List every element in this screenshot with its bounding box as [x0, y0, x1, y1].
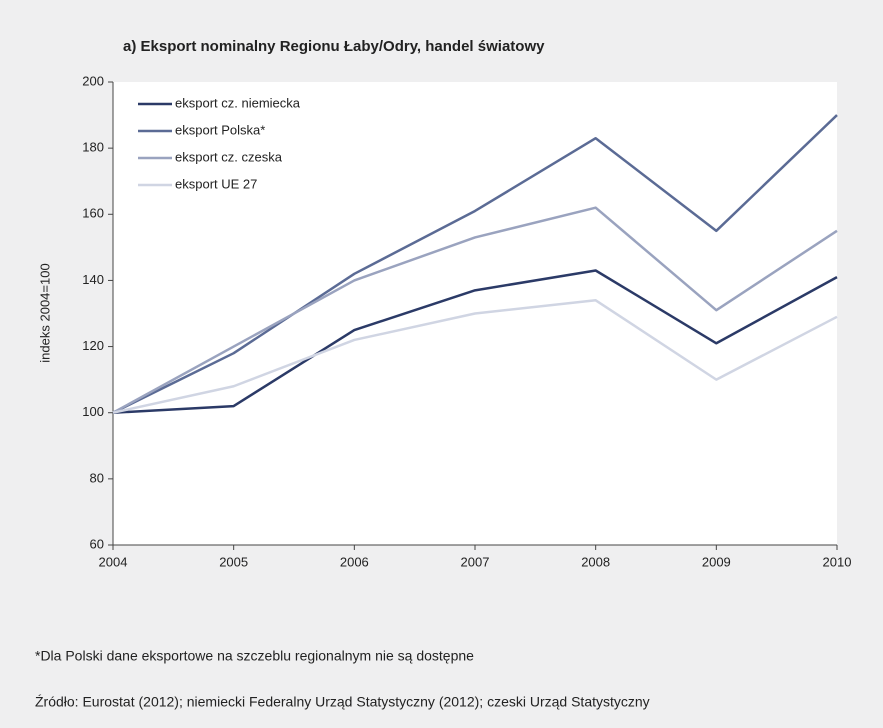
y-tick-label: 160 [82, 206, 104, 221]
x-tick-label: 2007 [461, 554, 490, 569]
legend-label: eksport Polska* [175, 122, 265, 137]
x-tick-label: 2010 [823, 554, 852, 569]
y-tick-label: 120 [82, 338, 104, 353]
y-tick-label: 100 [82, 404, 104, 419]
series-line [112, 114, 838, 414]
x-tick-label: 2005 [219, 554, 248, 569]
chart-title: a) Eksport nominalny Regionu Łaby/Odry, … [123, 38, 545, 55]
x-tick-label: 2006 [340, 554, 369, 569]
y-tick-label: 60 [90, 536, 104, 551]
x-tick-label: 2009 [702, 554, 731, 569]
series-line [112, 269, 838, 414]
series-line [112, 206, 838, 414]
series-line [112, 299, 838, 414]
legend-label: eksport cz. czeska [175, 149, 283, 164]
legend-label: eksport UE 27 [175, 176, 257, 191]
y-axis-label: indeks 2004=100 [37, 263, 52, 362]
x-tick-label: 2004 [99, 554, 128, 569]
footnote: *Dla Polski dane eksportowe na szczeblu … [35, 648, 474, 664]
legend-label: eksport cz. niemiecka [175, 95, 301, 110]
y-tick-label: 200 [82, 73, 104, 88]
x-tick-label: 2008 [581, 554, 610, 569]
y-tick-label: 80 [90, 470, 104, 485]
y-tick-label: 140 [82, 272, 104, 287]
y-tick-label: 180 [82, 140, 104, 155]
source: Źródło: Eurostat (2012); niemiecki Feder… [35, 694, 650, 710]
